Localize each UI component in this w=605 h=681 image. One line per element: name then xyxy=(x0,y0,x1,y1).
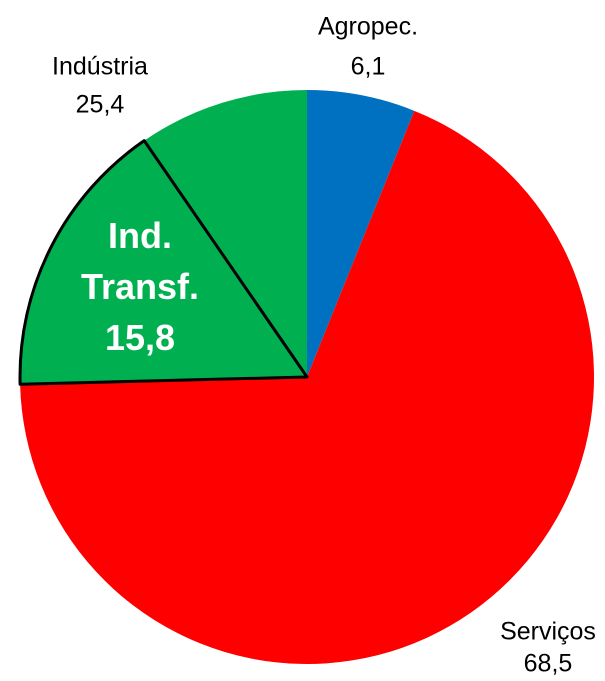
sub-slice-label: Ind. Transf. 15,8 xyxy=(60,210,220,363)
pie-slice xyxy=(307,90,415,377)
slice-label: Agropec. xyxy=(318,13,418,41)
slice-label: Serviços xyxy=(500,618,596,646)
pie-slice xyxy=(20,110,594,664)
slice-value-label: 25,4 xyxy=(76,91,125,119)
sub-slice xyxy=(18,139,309,386)
slice-value-label: 6,1 xyxy=(351,53,386,81)
sub-slice-value: 15,8 xyxy=(104,317,176,358)
slice-value-label: 68,5 xyxy=(524,650,573,678)
slice-label: Indústria xyxy=(52,53,148,81)
sub-slice-name: Ind. Transf. xyxy=(80,215,200,307)
